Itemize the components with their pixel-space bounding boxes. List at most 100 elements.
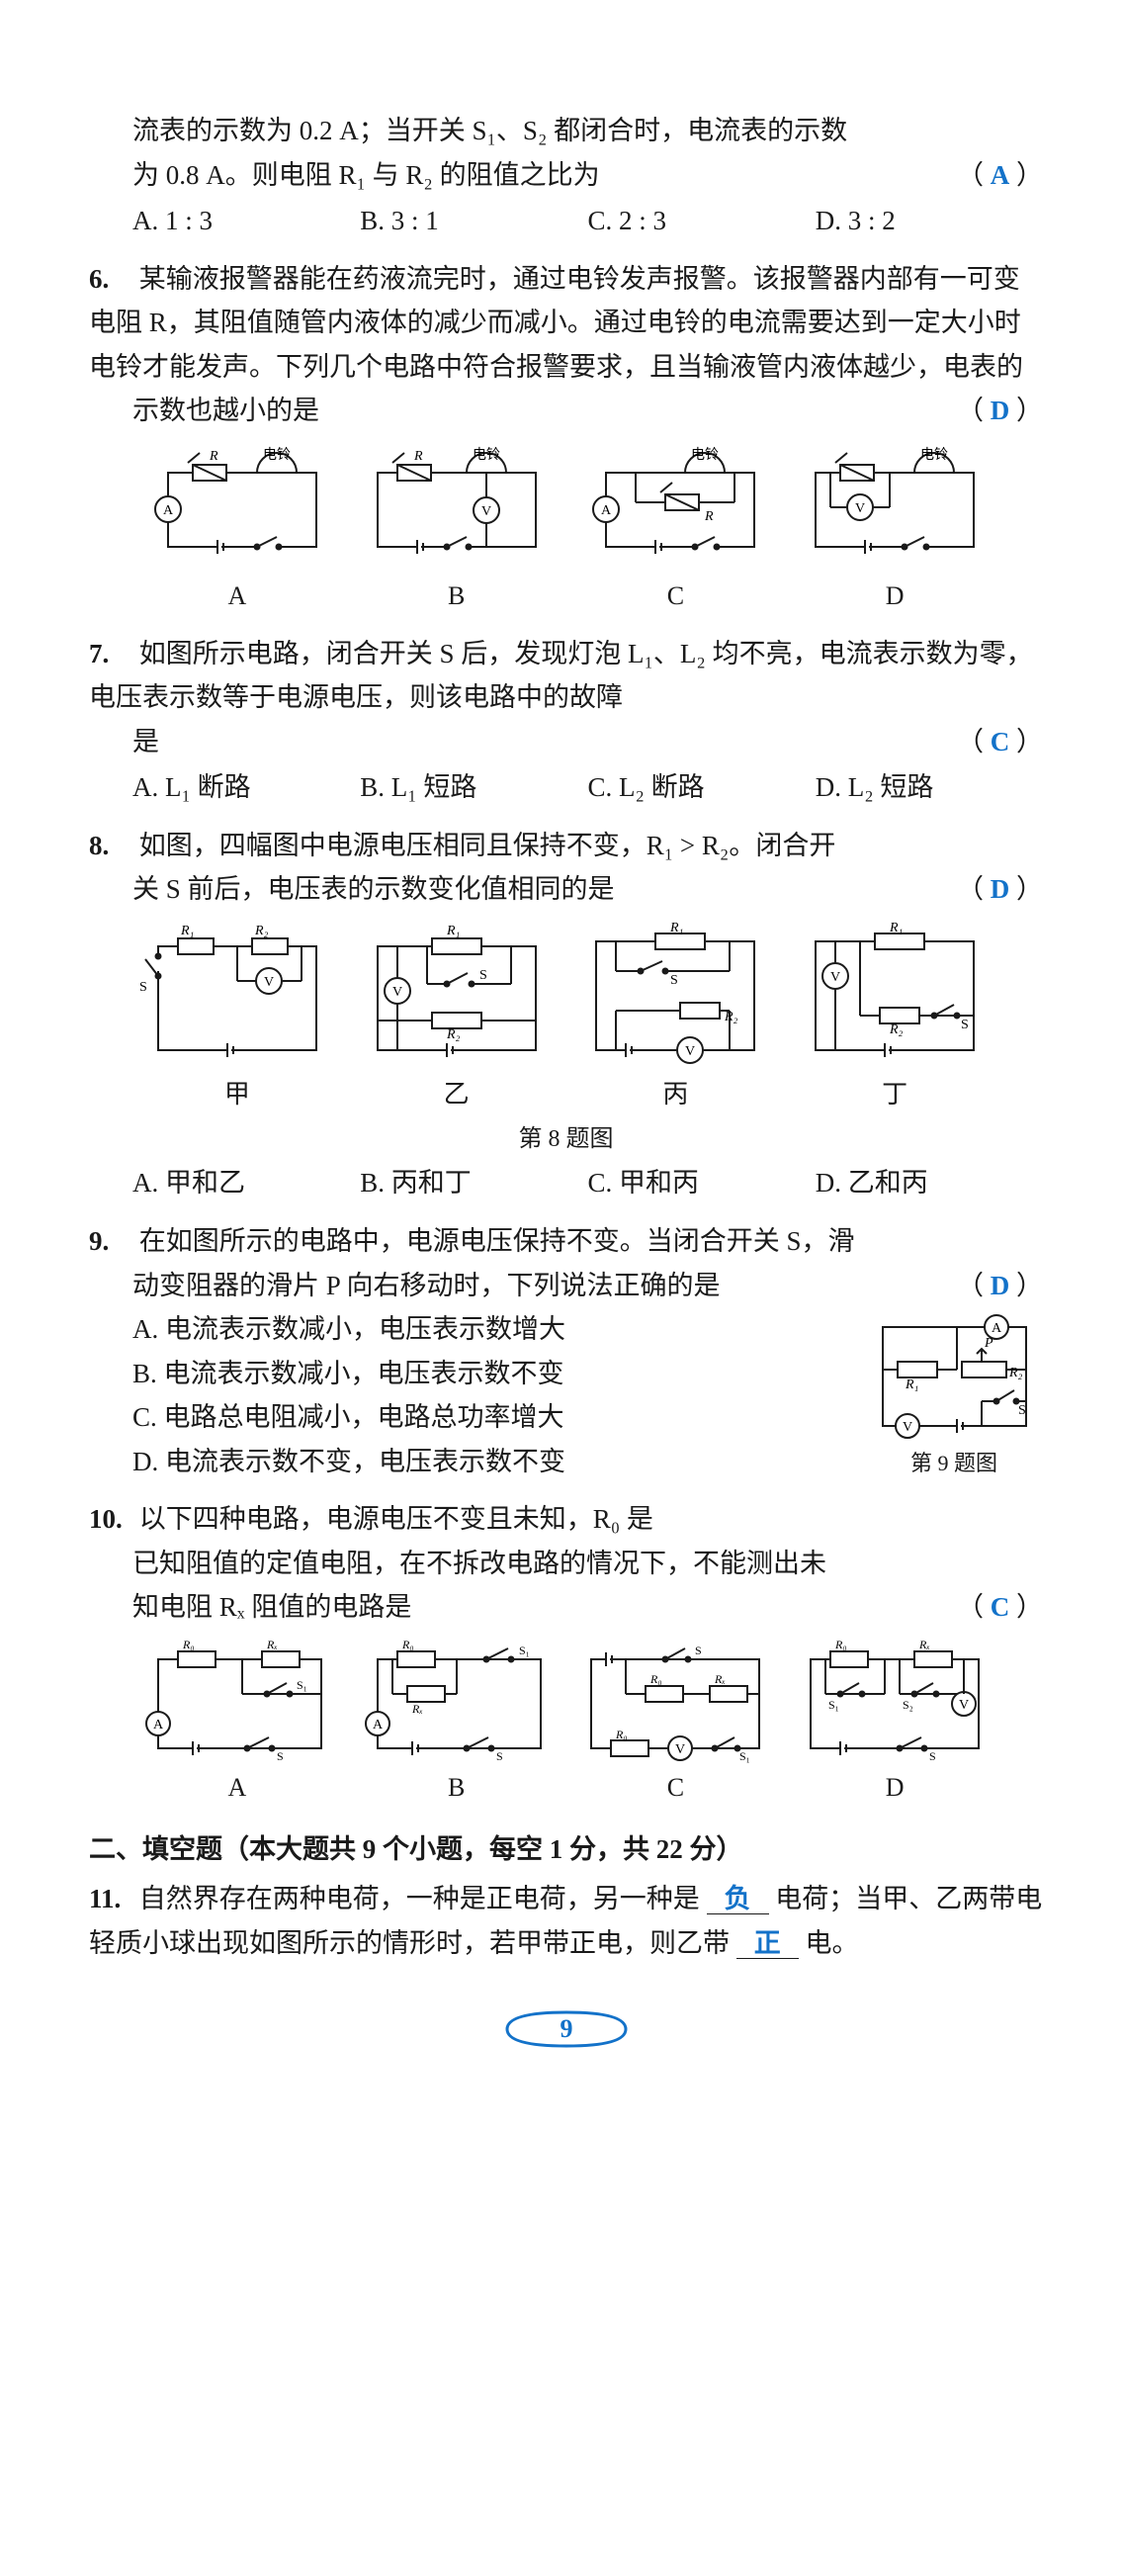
q8-circuit-jia: R₁ R₂ V S 甲 <box>132 922 342 1116</box>
q8-svg-jia: R₁ R₂ V S <box>133 922 341 1070</box>
q6-answer-paren: （ D ） <box>957 389 1043 433</box>
svg-text:Rₓ: Rₓ <box>266 1640 278 1651</box>
q8-tail-row: 关 S 前后，电压表的示数变化值相同的是 （ D ） <box>132 867 1043 912</box>
question-8: 8. 如图，四幅图中电源电压相同且保持不变，R₁ > R₂。闭合开 关 S 前后… <box>89 824 1043 1205</box>
q11-part1: 自然界存在两种电荷，一种是正电荷，另一种是 <box>139 1884 700 1913</box>
q9-caption: 第 9 题图 <box>865 1446 1043 1481</box>
q8-label-bing: 丙 <box>571 1074 781 1116</box>
svg-text:R₁: R₁ <box>446 924 460 938</box>
svg-text:V: V <box>830 970 840 985</box>
svg-text:R₁: R₁ <box>889 922 903 935</box>
q5-choice-b: B. 3 : 1 <box>360 199 587 243</box>
question-7: 7. 如图所示电路，闭合开关 S 后，发现灯泡 L₁、L₂ 均不亮，电流表示数为… <box>89 632 1043 810</box>
q10-circuit-c: S R₀ Rₓ R₀ V S₁ C <box>571 1640 781 1810</box>
r-label: R <box>209 449 218 464</box>
q8-circuits: R₁ R₂ V S 甲 <box>132 922 999 1116</box>
q8-label-ding: 丁 <box>790 1074 999 1116</box>
svg-text:R: R <box>704 509 714 524</box>
q7-choice-c: C. L₂ 断路 <box>588 765 816 810</box>
q8-answer: D <box>991 874 1010 904</box>
q7-answer: C <box>991 727 1010 756</box>
svg-text:A: A <box>373 1718 384 1732</box>
svg-text:V: V <box>685 1044 695 1059</box>
q11-blank2: 正 <box>736 1928 799 1959</box>
q9-body-tail-row: 动变阻器的滑片 P 向右移动时，下列说法正确的是 （ D ） <box>132 1264 1043 1308</box>
q10-label-c: C <box>571 1767 781 1810</box>
q8-answer-paren: （ D ） <box>957 867 1043 912</box>
q6-circuit-d: V 电铃 D <box>790 443 999 618</box>
q9-figure: A V R₁ R₂ P S 第 9 题图 <box>865 1307 1043 1483</box>
q6-answer: D <box>991 396 1010 425</box>
bell-label-a: 电铃 <box>263 447 291 463</box>
q6-body: 某输液报警器能在药液流完时，通过电铃发声报警。该报警器内部有一可变电阻 R，其阻… <box>89 264 1023 382</box>
svg-text:V: V <box>902 1420 911 1435</box>
question-10: 10. 以下四种电路，电源电压不变且未知，R₀ 是 已知阻值的定值电阻，在不拆改… <box>89 1497 1043 1810</box>
page-number-wrap: 9 <box>89 2004 1043 2054</box>
q9-r2: R₂ <box>1008 1366 1023 1380</box>
svg-text:S: S <box>929 1749 936 1763</box>
q6-circuit-a: A R 电铃 A <box>132 443 342 618</box>
svg-text:R₂: R₂ <box>724 1010 738 1024</box>
q5-choice-d: D. 3 : 2 <box>816 199 1043 243</box>
svg-text:V: V <box>959 1698 969 1713</box>
svg-text:S: S <box>670 973 678 988</box>
q10-answer: C <box>991 1592 1010 1622</box>
q5-choice-a: A. 1 : 3 <box>132 199 360 243</box>
svg-text:R: R <box>413 449 423 464</box>
svg-text:S: S <box>961 1018 969 1032</box>
q6-circuit-b: V R 电铃 B <box>352 443 561 618</box>
q10-circuit-d: R₀ Rₓ S₁ S₂ V S D <box>790 1640 999 1810</box>
svg-text:S₁: S₁ <box>828 1698 839 1712</box>
q7-choice-a: A. L₁ 断路 <box>132 765 360 810</box>
svg-text:V: V <box>392 985 402 1000</box>
page-number: 9 <box>560 2014 572 2043</box>
q5-answer: A <box>991 160 1010 190</box>
svg-text:S₁: S₁ <box>519 1643 530 1657</box>
q5-choice-c: C. 2 : 3 <box>588 199 816 243</box>
svg-text:Rₓ: Rₓ <box>918 1640 930 1651</box>
q8-label-yi: 乙 <box>352 1074 561 1116</box>
q6-tail-row: 示数也越小的是 （ D ） <box>132 389 1043 433</box>
q7-num: 7. <box>89 632 132 676</box>
q5-answer-paren: （ A ） <box>957 153 1043 198</box>
q8-num: 8. <box>89 824 132 868</box>
q6-svg-c: A R 电铃 <box>576 443 774 572</box>
page-number-oval: 9 <box>497 2004 636 2054</box>
svg-text:V: V <box>855 501 865 516</box>
q8-choices: A. 甲和乙 B. 丙和丁 C. 甲和丙 D. 乙和丙 <box>132 1161 1043 1205</box>
q11-part3: 电。 <box>806 1928 859 1958</box>
q6-circuit-c: A R 电铃 C <box>571 443 781 618</box>
q6-svg-b: V R 电铃 <box>358 443 556 572</box>
q9-svg: A V R₁ R₂ P S <box>868 1307 1041 1446</box>
q8-label-jia: 甲 <box>132 1074 342 1116</box>
q9-num: 9. <box>89 1219 132 1264</box>
svg-text:S: S <box>277 1749 284 1763</box>
q7-choice-d: D. L₂ 短路 <box>816 765 1043 810</box>
q9-s: S <box>1018 1403 1026 1418</box>
q8-svg-ding: R₁ V R₂ S <box>791 922 998 1070</box>
svg-text:R₀: R₀ <box>401 1640 414 1651</box>
question-9: 9. 在如图所示的电路中，电源电压保持不变。当闭合开关 S，滑 动变阻器的滑片 … <box>89 1219 1043 1483</box>
question-5-continued: 流表的示数为 0.2 A；当开关 S₁、S₂ 都闭合时，电流表的示数 为 0.8… <box>89 109 1043 243</box>
svg-text:R₂: R₂ <box>889 1022 904 1037</box>
q10-svg-b: R₀ Rₓ S₁ S A <box>353 1640 561 1763</box>
q8-choice-b: B. 丙和丁 <box>360 1161 587 1205</box>
svg-text:V: V <box>675 1742 685 1757</box>
bell-label-d: 电铃 <box>920 447 948 463</box>
q8-circuit-yi: R₁ V S R₂ 乙 <box>352 922 561 1116</box>
q6-label-b: B <box>352 576 561 618</box>
svg-text:V: V <box>264 975 274 990</box>
q6-num: 6. <box>89 257 132 302</box>
q10-circuit-a: R₀ Rₓ S₁ S A A <box>132 1640 342 1810</box>
q5-choices: A. 1 : 3 B. 3 : 1 C. 2 : 3 D. 3 : 2 <box>132 199 1043 243</box>
q7-answer-paren: （ C ） <box>957 720 1043 764</box>
q8-tail: 关 S 前后，电压表的示数变化值相同的是 <box>132 874 615 904</box>
q10-answer-paren: （ C ） <box>957 1585 1043 1630</box>
q6-svg-a: A R 电铃 <box>138 443 336 572</box>
q10-label-b: B <box>352 1767 561 1810</box>
q5-line2: 为 0.8 A。则电阻 R₁ 与 R₂ 的阻值之比为 （ A ） <box>132 153 1043 198</box>
q9-choice-c: C. 电路总电阻减小，电路总功率增大 <box>132 1395 855 1440</box>
svg-text:S: S <box>496 1749 503 1763</box>
q8-choice-c: C. 甲和丙 <box>588 1161 816 1205</box>
q6-label-a: A <box>132 576 342 618</box>
